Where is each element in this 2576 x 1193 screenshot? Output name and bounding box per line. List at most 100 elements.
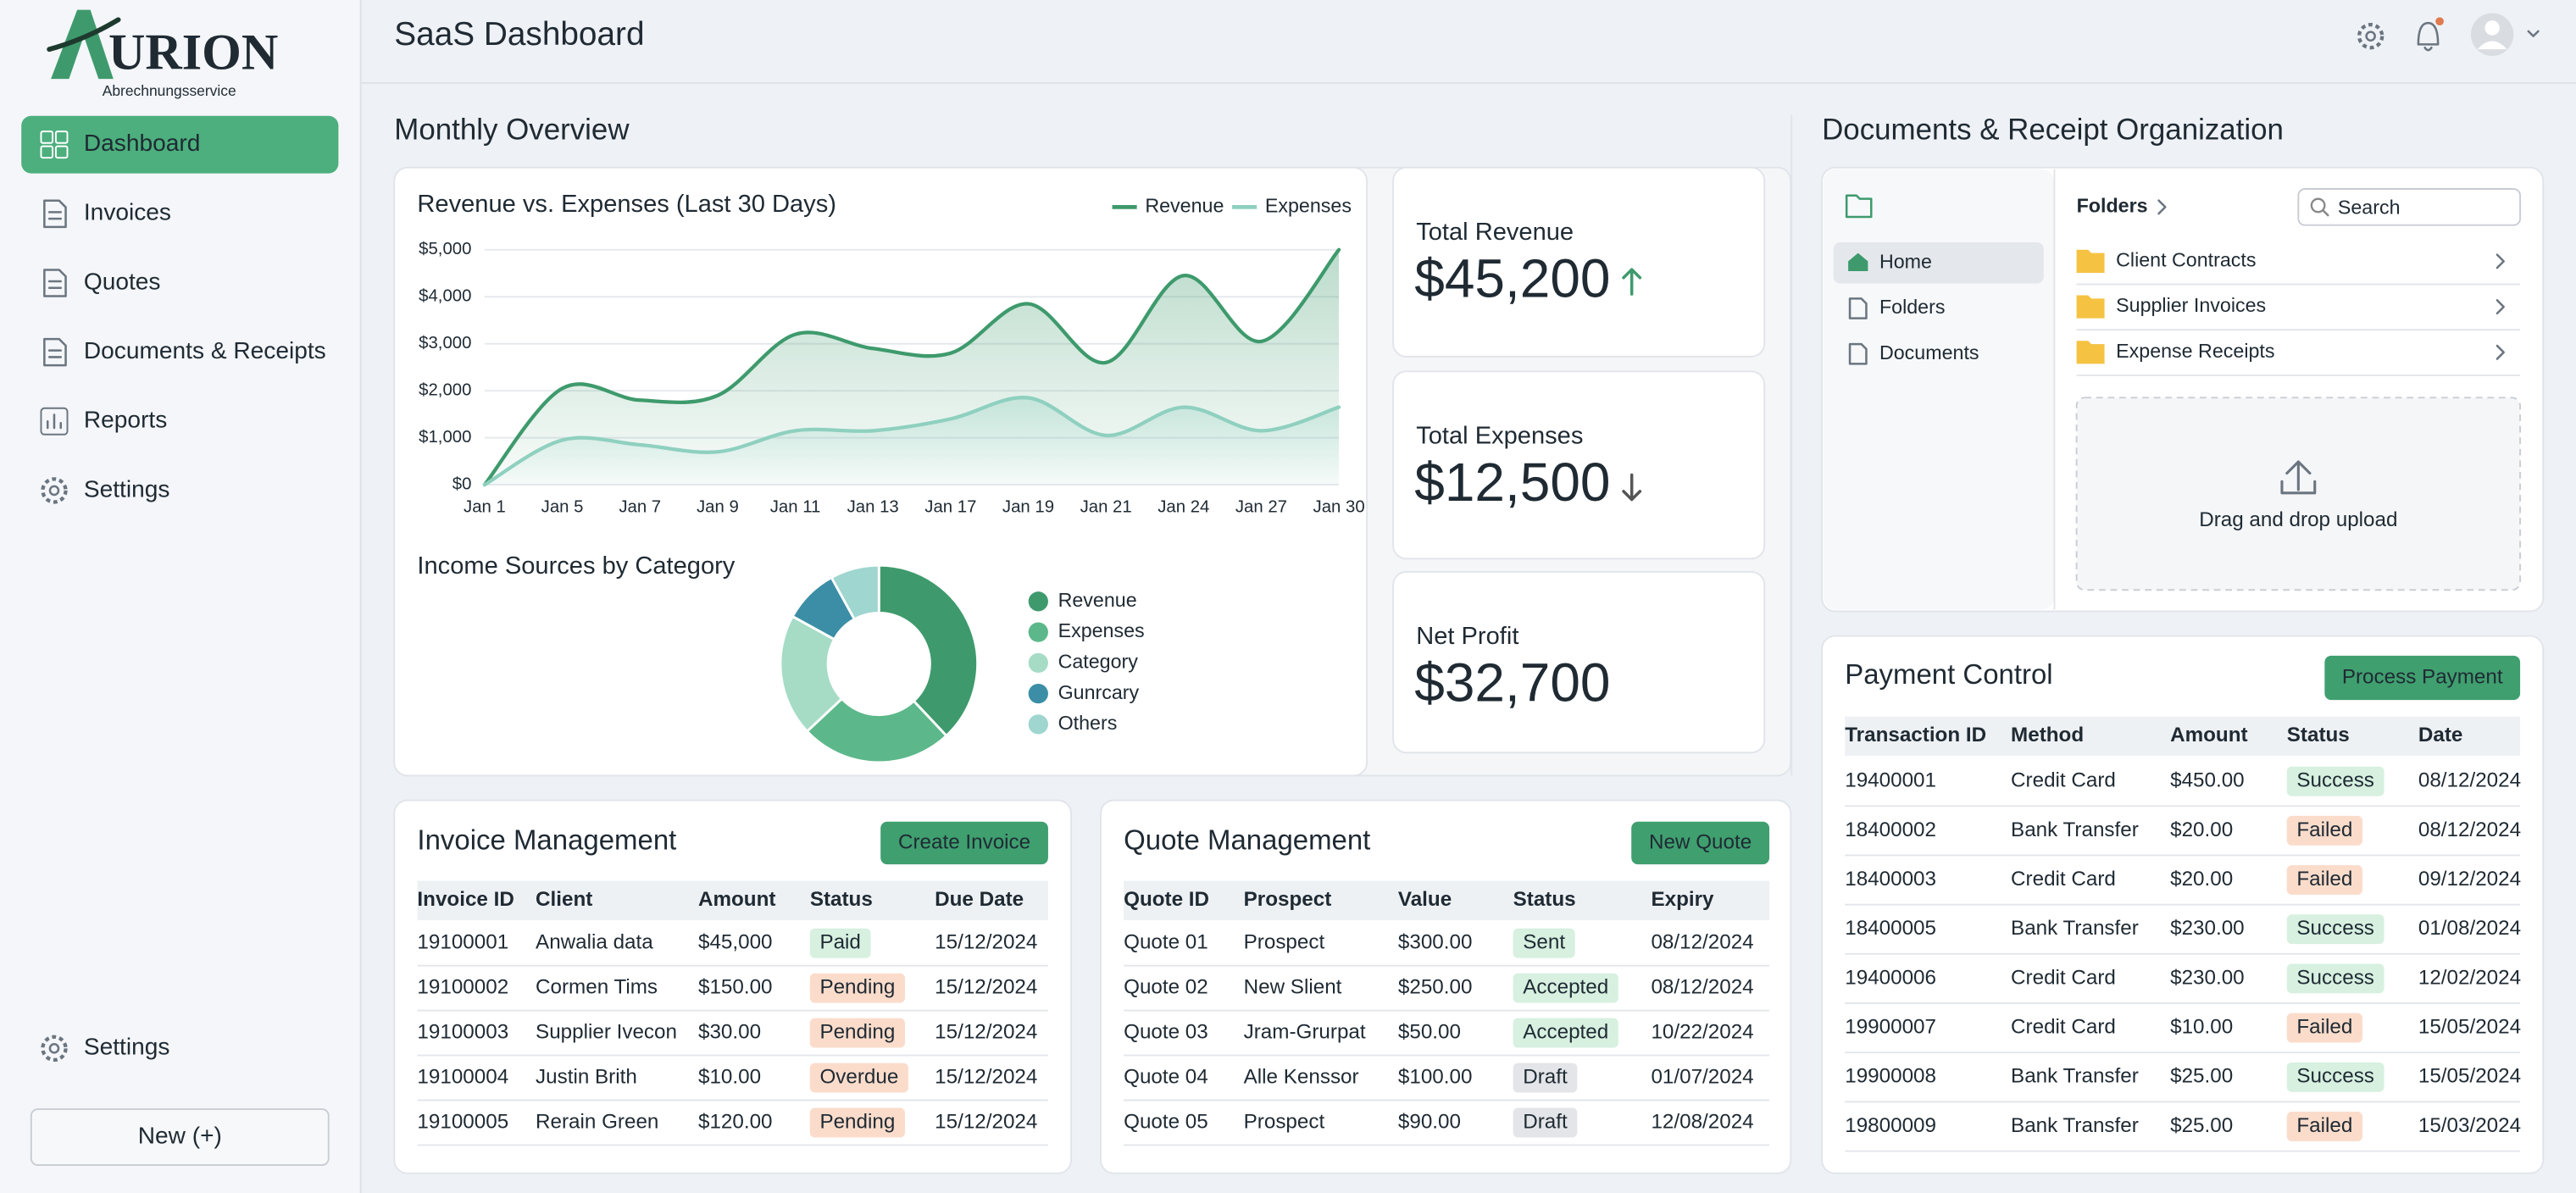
x-tick-label: Jan 9 (697, 498, 739, 517)
nav-item[interactable]: Documents & Receipts (43, 337, 326, 367)
nav-item[interactable]: Settings (41, 475, 169, 504)
card-title: Payment Control (1845, 658, 2052, 690)
table-cell: Quote 04 (1124, 1065, 1208, 1088)
badge-dot (2435, 17, 2444, 26)
bell (2417, 21, 2440, 52)
x-tick-label: Jan 13 (847, 498, 899, 517)
search-icon (2322, 208, 2329, 217)
nav-item[interactable]: Invoices (43, 199, 171, 229)
table-cell: Quote 05 (1124, 1110, 1208, 1133)
invoices-card: Invoice Management Create Invoice Invoice … (393, 799, 1073, 1174)
table-cell: 19900008 (1845, 1065, 1936, 1088)
table-cell: Quote 03 (1124, 1021, 1208, 1044)
label: Folders (1879, 296, 1946, 318)
search-box[interactable]: Search (2297, 188, 2522, 226)
table-cell: $230.00 (2170, 917, 2245, 940)
table-cell: Anwalia data (536, 931, 653, 954)
folder-row[interactable]: Expense Receipts (2076, 340, 2521, 376)
x-tick-label: Jan 1 (464, 498, 506, 517)
trend-arrow (1622, 268, 1642, 296)
table-cell: $100.00 (1398, 1065, 1473, 1088)
table-cell: 19100001 (417, 931, 508, 954)
doc-icon (1848, 297, 1868, 319)
nav-icon (43, 199, 67, 229)
logo-text: URION (108, 25, 278, 81)
status-badge (1513, 1018, 1618, 1048)
x-tick-label: Jan 27 (1235, 498, 1287, 517)
table-cell: 15/03/2024 (2418, 1114, 2521, 1137)
table-cell: $25.00 (2170, 1065, 2233, 1088)
nav-icon (40, 145, 54, 159)
label: New (+) (138, 1122, 222, 1148)
status-text: Failed (2296, 818, 2352, 841)
settings-icon[interactable] (2357, 22, 2384, 50)
table-cell: Bank Transfer (2011, 818, 2139, 841)
tree-item[interactable]: Documents (1848, 341, 1979, 365)
upload-zone[interactable]: Drag and drop upload (2075, 397, 2522, 591)
table-row: Quote 01 Prospect $300.00 Sent 08/12/2024 (1124, 928, 1770, 967)
label: Documents (1879, 341, 1979, 363)
button-bg (1631, 821, 1770, 865)
table-cell: 19900007 (1845, 1015, 1936, 1038)
chevron (2496, 299, 2505, 315)
legend-swatch (1028, 683, 1048, 704)
sidebar-settings[interactable]: Settings (41, 1034, 169, 1063)
table-cell: 18400005 (1845, 917, 1936, 940)
kpi-value: $32,700 (1414, 652, 1610, 713)
table-cell: 19100003 (417, 1021, 508, 1044)
y-tick-label: $4,000 (419, 287, 471, 306)
action-button[interactable]: New Quote (1631, 821, 1770, 865)
new-button[interactable]: New (+) (30, 1108, 330, 1166)
column-header: Transaction ID (1845, 724, 1986, 746)
column-header: Status (2287, 724, 2350, 746)
gear (2357, 22, 2384, 50)
user-menu[interactable] (2470, 13, 2540, 56)
tagline: Abrechnungsservice (103, 82, 236, 99)
legend-label: Others (1058, 712, 1118, 734)
table-cell: $250.00 (1398, 976, 1473, 999)
page-title: SaaS Dashboard (394, 16, 644, 53)
table-cell: $20.00 (2170, 868, 2233, 891)
tree-item[interactable]: Folders (1848, 296, 1946, 319)
table-cell: Credit Card (2011, 769, 2116, 792)
table-cell: Bank Transfer (2011, 1065, 2139, 1088)
status-text: Pending (819, 976, 895, 999)
donut-segment (830, 563, 880, 621)
status-text: Success (2296, 966, 2374, 989)
tree-item[interactable]: Home (1833, 242, 2044, 284)
status-badge (1513, 973, 1618, 1003)
table-cell: $230.00 (2170, 966, 2245, 989)
table-row: 19400001 Credit Card $450.00 Success 08/12/2… (1845, 766, 2521, 807)
table-cell: Supplier Ivecon (536, 1021, 677, 1044)
folder-row[interactable]: Client Contracts (2076, 249, 2521, 286)
table-cell: $90.00 (1398, 1110, 1461, 1133)
avatar-head (2484, 20, 2500, 36)
legend-swatch (1028, 714, 1048, 735)
status-badge (809, 928, 871, 958)
legend-swatch (1028, 622, 1048, 642)
status-badge (2286, 766, 2384, 796)
donut-segment (805, 697, 948, 764)
label: Quotes (84, 268, 161, 294)
folder-row[interactable]: Supplier Invoices (2076, 294, 2521, 331)
table-cell: 08/12/2024 (1651, 931, 1753, 954)
table-cell: $50.00 (1398, 1021, 1461, 1044)
action-button[interactable]: Create Invoice (880, 821, 1048, 865)
notifications-icon[interactable] (2417, 17, 2444, 52)
nav-item[interactable]: Reports (40, 407, 167, 436)
status-badge (2286, 914, 2384, 945)
gear (2365, 31, 2376, 42)
nav-item[interactable]: Dashboard (21, 115, 339, 174)
table-cell: 12/08/2024 (1651, 1110, 1753, 1133)
table-cell: 01/07/2024 (1651, 1065, 1753, 1088)
table-row: 19800009 Bank Transfer $25.00 Failed 15/03/2… (1845, 1112, 2521, 1152)
action-button[interactable]: Process Payment (2324, 655, 2521, 701)
card-title: Quote Management (1124, 824, 1370, 856)
logo-mark (51, 9, 114, 80)
search-bg (2297, 188, 2522, 226)
nav-icon (48, 1043, 60, 1054)
table-row: 19100004 Justin Brith $10.00 Overdue 15/12/2… (417, 1063, 1048, 1101)
nav-item[interactable]: Quotes (43, 268, 161, 297)
